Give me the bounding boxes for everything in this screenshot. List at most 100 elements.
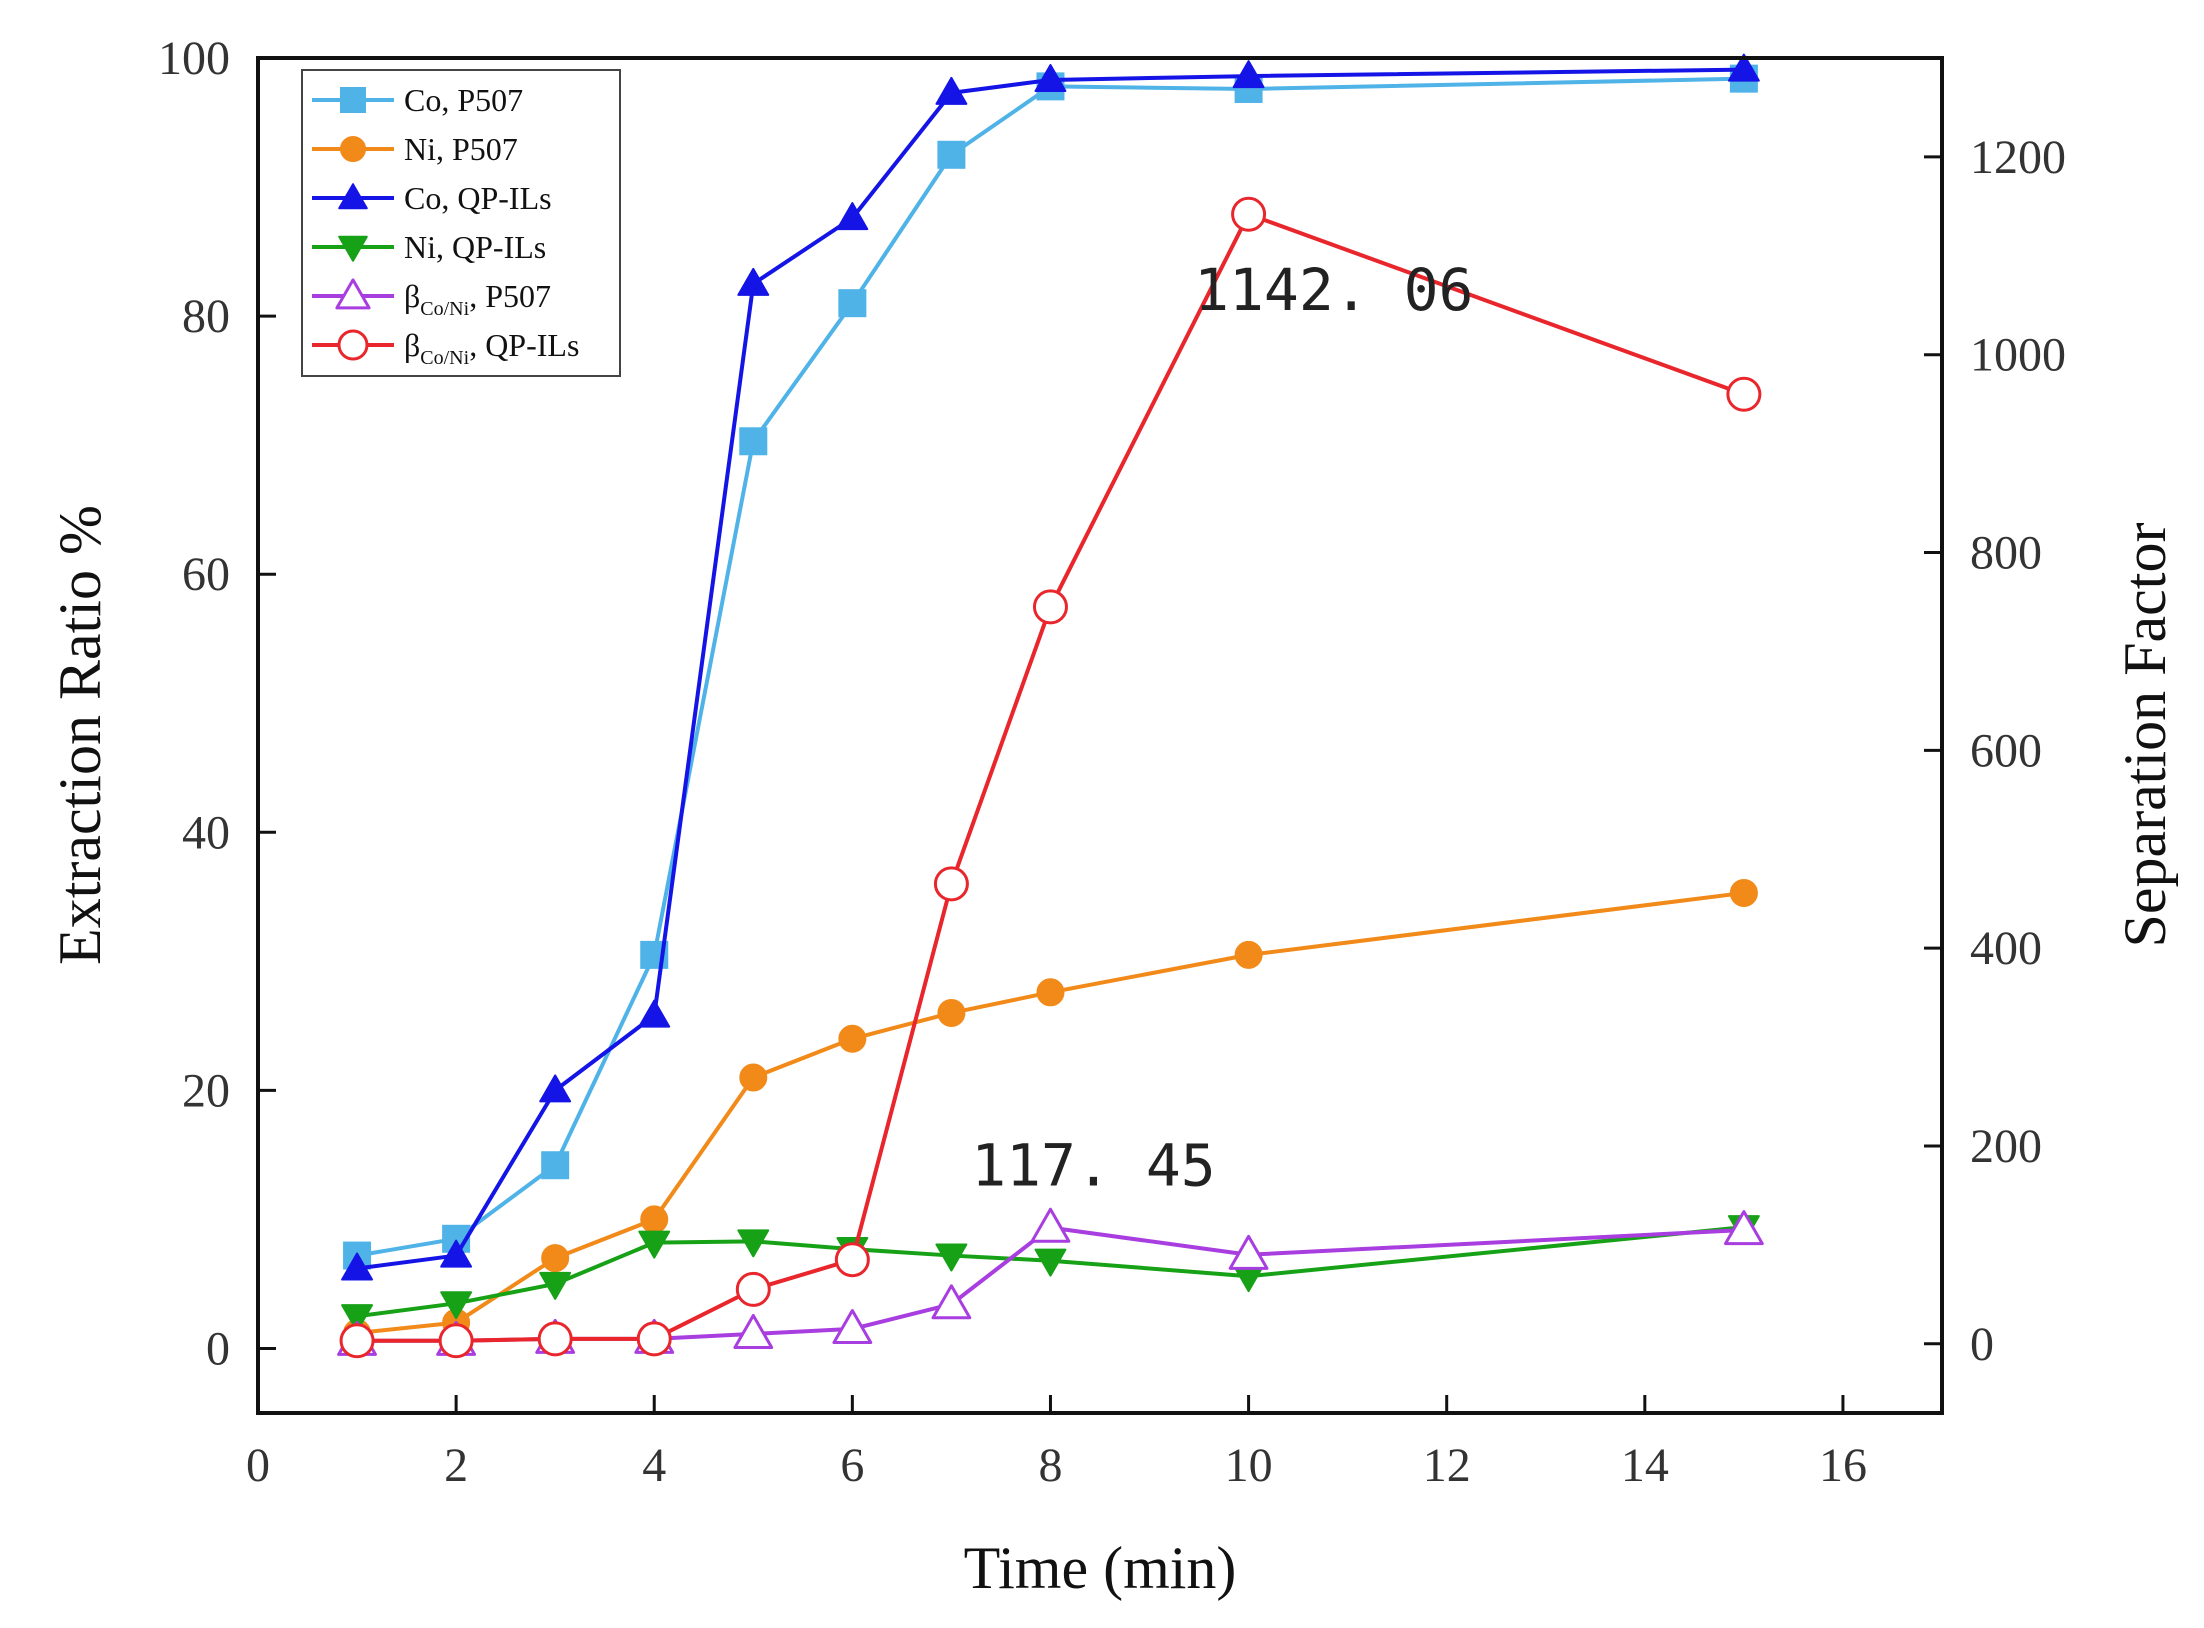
y2-tick-label: 400 [1970,922,2042,975]
legend-item: βCo/Ni, P507 [312,278,551,320]
data-point [1036,978,1065,1007]
y2-axis-title: Separation Factor [2112,523,2178,948]
data-point [737,1229,770,1258]
data-point [638,999,671,1028]
series-line [357,212,1745,1343]
data-point [339,1323,375,1359]
data-point [539,1074,572,1103]
annotation-label: 117. 45 [971,1132,1215,1200]
data-point [832,1309,873,1345]
data-point [541,1151,570,1180]
y-tick-label: 20 [182,1064,230,1117]
data-point [1723,1210,1764,1246]
series-line [356,76,1744,1258]
series-line [356,890,1745,1335]
y2-tick-label: 200 [1970,1120,2042,1173]
legend-marker [338,183,368,210]
y2-tick-label: 600 [1970,724,2042,777]
legend-marker [340,87,366,113]
x-tick-label: 16 [1819,1439,1867,1492]
legend-marker [338,235,368,262]
data-point [1234,940,1263,969]
legend-item: Co, QP-ILs [312,180,552,216]
x-axis-title: Time (min) [964,1535,1237,1601]
data-point [739,1063,768,1092]
data-point [935,1243,968,1272]
y2-tick-label: 1000 [1970,329,2066,382]
legend-item: Ni, QP-ILs [312,229,546,265]
data-point [341,1304,374,1333]
data-point [1030,1207,1071,1243]
data-point [440,1291,473,1320]
data-point [836,202,869,231]
data-point [834,1242,870,1278]
data-point [539,1271,572,1300]
data-point [1727,53,1760,82]
y-tick-label: 40 [182,806,230,859]
series-line [356,1225,1745,1319]
y-axis-title: Extraction Ratio % [47,505,113,965]
series-2 [341,53,1760,1281]
x-tick-label: 14 [1621,1439,1669,1492]
data-point [537,1321,573,1357]
data-point [1231,196,1267,232]
data-point [935,76,968,105]
data-point [541,1244,570,1273]
x-tick-label: 12 [1423,1439,1471,1492]
data-point [933,866,969,902]
legend-marker [337,329,369,361]
data-point [737,267,770,296]
y2-tick-label: 800 [1970,527,2042,580]
data-point [341,1252,374,1281]
data-point [1034,1248,1067,1277]
legend-label: Co, P507 [404,82,523,118]
legend-marker [340,136,366,162]
data-point [438,1323,474,1359]
x-tick-label: 2 [444,1439,468,1492]
y-tick-label: 60 [182,548,230,601]
data-point [739,427,768,456]
legend-box [301,69,621,377]
legend-label: βCo/Ni, P507 [404,278,551,320]
data-point [636,1321,672,1357]
y-tick-label: 100 [158,32,230,85]
data-point [440,1239,473,1268]
series-line [356,67,1744,1271]
data-point [1729,878,1758,907]
data-point [1032,589,1068,625]
annotation-label: 1142. 06 [1194,256,1473,324]
data-point [931,1284,972,1320]
data-point [937,140,966,169]
data-point [1726,376,1762,412]
plot-frame [256,56,1944,1415]
data-point [733,1313,774,1349]
x-tick-label: 10 [1225,1439,1273,1492]
legend-item: Co, P507 [312,82,523,118]
x-tick-label: 4 [642,1439,666,1492]
legend-item: Ni, P507 [312,131,518,167]
y-tick-label: 80 [182,290,230,343]
y2-tick-label: 0 [1970,1318,1994,1371]
x-tick-label: 6 [840,1439,864,1492]
legend-label: Ni, P507 [404,131,518,167]
data-point [838,289,867,318]
y-tick-label: 0 [206,1322,230,1375]
legend-marker [335,278,371,310]
data-point [1228,1234,1269,1270]
data-point [1034,63,1067,92]
x-tick-label: 0 [246,1439,270,1492]
legend-item: βCo/Ni, QP-ILs [312,327,579,369]
y2-tick-label: 1200 [1970,131,2066,184]
series-5 [339,196,1762,1359]
data-point [640,1205,669,1234]
legend-label: Ni, QP-ILs [404,229,546,265]
data-point [638,1230,671,1259]
data-point [838,1024,867,1053]
data-point [735,1271,771,1307]
legend-label: βCo/Ni, QP-ILs [404,327,579,369]
data-point [937,998,966,1027]
data-point [1232,60,1265,89]
x-tick-label: 8 [1038,1439,1062,1492]
legend-label: Co, QP-ILs [404,180,552,216]
